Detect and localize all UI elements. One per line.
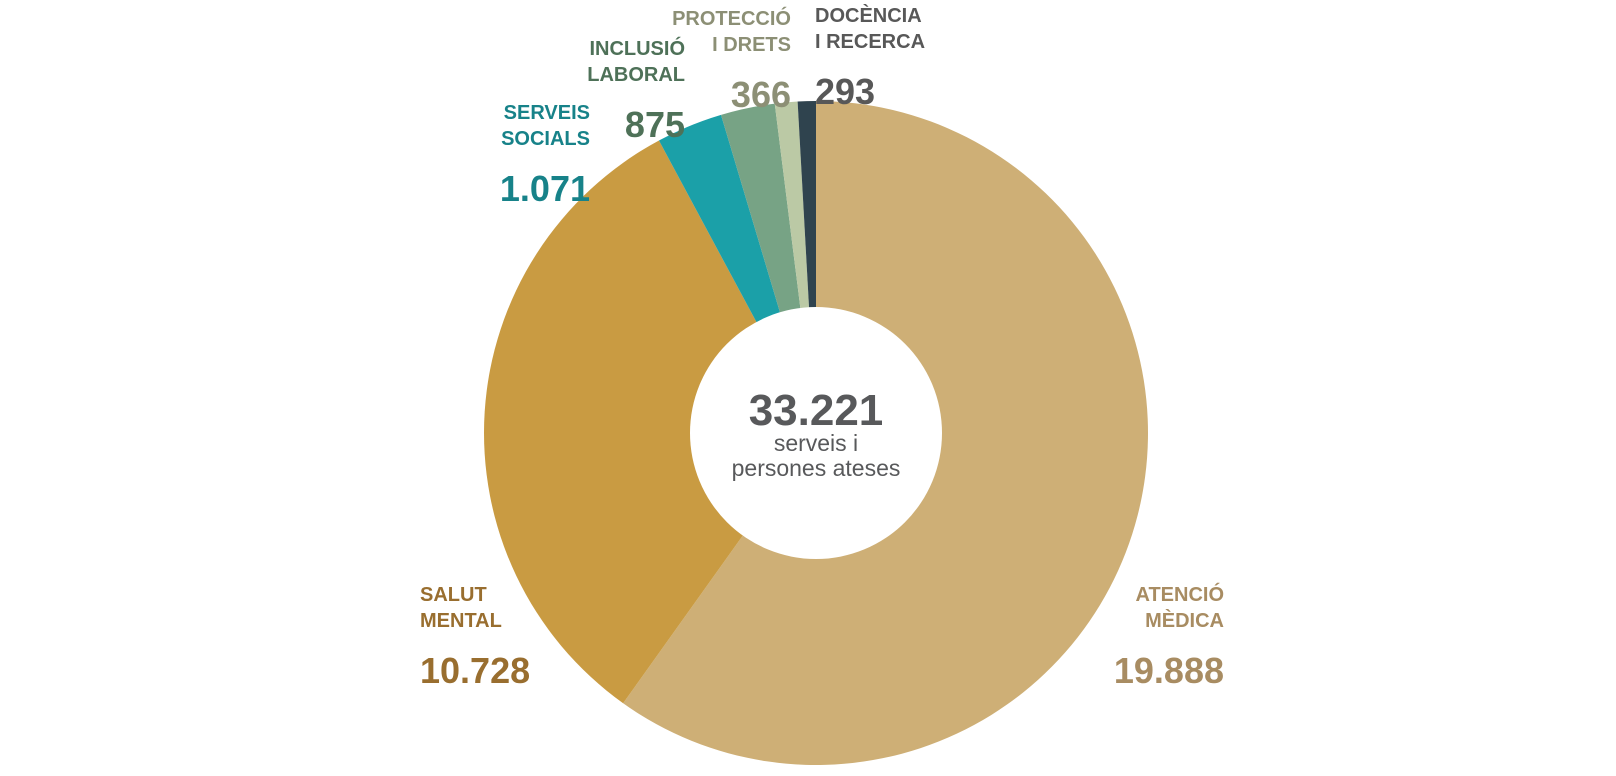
slice-label-0: ATENCIÓ MÈDICA 19.888 — [1114, 582, 1224, 691]
slice-label-3: INCLUSIÓ LABORAL 875 — [587, 36, 685, 145]
slice-value-label: 19.888 — [1114, 650, 1224, 691]
slice-name-line: ATENCIÓ — [1135, 582, 1224, 606]
total-value: 33.221 — [749, 386, 884, 435]
center-hole — [690, 307, 942, 559]
slice-name-line: MENTAL — [420, 610, 502, 632]
slice-salut-mental — [484, 140, 816, 704]
slice-label-1: SALUT MENTAL 10.728 — [420, 584, 530, 691]
total-caption-line: serveis i — [774, 430, 858, 456]
slice-name-line: SERVEIS — [504, 102, 590, 124]
slice-name-line: I DRETS — [712, 34, 791, 56]
slice-name-line: SOCIALS — [501, 128, 590, 150]
slice-value-label: 293 — [815, 71, 875, 112]
slice-label-4: PROTECCIÓ I DRETS 366 — [672, 6, 791, 115]
labels-layer: ATENCIÓ MÈDICA 19.888 SALUT MENTAL 10.728 SERV… — [420, 4, 1224, 691]
slice-name-line: DOCÈNCIA — [815, 4, 922, 27]
slice-name-line: LABORAL — [587, 64, 685, 86]
slice-value-label: 366 — [731, 74, 791, 115]
slice-value-label: 10.728 — [420, 650, 530, 691]
slice-value-label: 1.071 — [500, 168, 590, 209]
slice-label-2: SERVEIS SOCIALS 1.071 — [500, 102, 590, 209]
slice-name-line: SALUT — [420, 584, 487, 606]
slice-label-5: DOCÈNCIA I RECERCA 293 — [815, 4, 925, 112]
slice-name-line: MÈDICA — [1145, 609, 1224, 632]
slice-name-line: INCLUSIÓ — [589, 36, 685, 60]
slice-name-line: I RECERCA — [815, 31, 925, 53]
slice-name-line: PROTECCIÓ — [672, 6, 791, 30]
total-caption-line: persones ateses — [732, 455, 901, 481]
slice-value-label: 875 — [625, 104, 685, 145]
